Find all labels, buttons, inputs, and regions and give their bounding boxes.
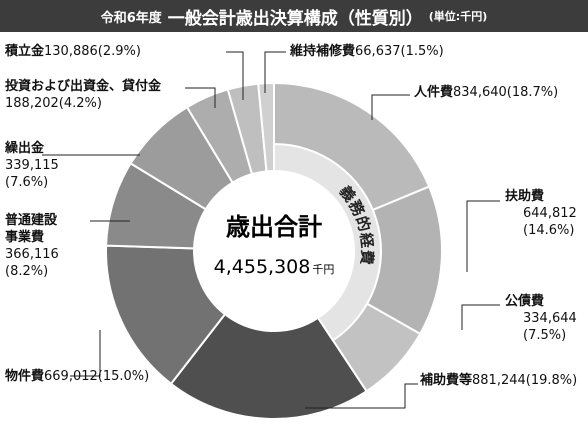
- percent-label: (8.2%): [5, 264, 49, 279]
- segment-label: 補助費等881,244(19.8%): [420, 372, 585, 389]
- center-label: 歳出合計: [226, 213, 322, 241]
- segment-label: 積立金130,886(2.9%): [5, 43, 235, 60]
- percent-label: (7.6%): [5, 175, 49, 190]
- leader-line: [264, 51, 286, 93]
- value-label: 644,812: [523, 206, 577, 221]
- category-name: 公債費: [505, 294, 545, 309]
- percent-label: (1.5%): [400, 44, 444, 59]
- percent-label: (19.8%): [525, 373, 578, 388]
- percent-label: (18.7%): [506, 85, 559, 100]
- category-name: 補助費等: [420, 373, 473, 388]
- title-bar: 令和6年度 一般会計歳出決算構成（性質別） (単位:千円): [0, 0, 588, 32]
- category-name: 物件費: [5, 369, 45, 384]
- value-label: 66,637: [355, 44, 401, 59]
- center-hole: [195, 172, 353, 330]
- category-name: 普通建設事業費: [5, 213, 58, 245]
- total-value: 4,455,308: [214, 256, 311, 278]
- percent-label: (2.9%): [97, 44, 141, 59]
- percent-label: (7.5%): [523, 328, 567, 343]
- segment-label: 人件費834,640(18.7%): [414, 84, 574, 101]
- segment-label: 維持補修費66,637(1.5%): [290, 43, 520, 60]
- leader-line: [185, 87, 216, 108]
- category-name: 積立金: [5, 44, 45, 59]
- category-name: 投資および出資金、貸付金: [5, 79, 162, 94]
- segment-label: 普通建設事業費 366,116 (8.2%): [5, 212, 65, 280]
- percent-label: (4.2%): [58, 96, 102, 111]
- donut-segment: [169, 312, 368, 420]
- leader-line: [70, 330, 101, 377]
- category-name: 繰出金: [5, 141, 45, 156]
- value-label: 188,202: [5, 96, 59, 111]
- category-name: 維持補修費: [290, 44, 356, 59]
- percent-label: (15.0%): [97, 369, 150, 384]
- leader-line: [226, 51, 244, 100]
- segment-label: 物件費669,012(15.0%): [5, 368, 155, 385]
- value-label: 339,115: [5, 158, 59, 173]
- value-label: 669,012: [44, 369, 98, 384]
- title-year: 令和6年度: [100, 10, 162, 26]
- category-name: 扶助費: [505, 189, 545, 204]
- segment-label: 投資および出資金、貸付金 188,202(4.2%): [5, 78, 205, 112]
- center-total: 4,455,308 千円: [214, 256, 335, 278]
- leader-line: [371, 94, 410, 120]
- segment-label: 扶助費 644,812 (14.6%): [505, 188, 585, 239]
- category-name: 人件費: [414, 85, 454, 100]
- leader-line: [305, 383, 418, 409]
- unit-label: (単位:千円): [428, 10, 488, 23]
- value-label: 881,244: [472, 373, 526, 388]
- segment-label: 公債費 334,644 (7.5%): [505, 293, 585, 344]
- segment-label: 繰出金 339,115 (7.6%): [5, 140, 65, 191]
- chart-title: 一般会計歳出決算構成（性質別）: [167, 8, 423, 29]
- value-label: 334,644: [523, 311, 577, 326]
- value-label: 130,886: [44, 44, 98, 59]
- value-label: 366,116: [5, 247, 59, 262]
- group-band: [273, 142, 382, 342]
- value-label: 834,640: [453, 85, 507, 100]
- leader-line: [466, 200, 500, 272]
- percent-label: (14.6%): [523, 223, 575, 238]
- total-unit: 千円: [312, 263, 334, 276]
- leader-line: [461, 304, 500, 330]
